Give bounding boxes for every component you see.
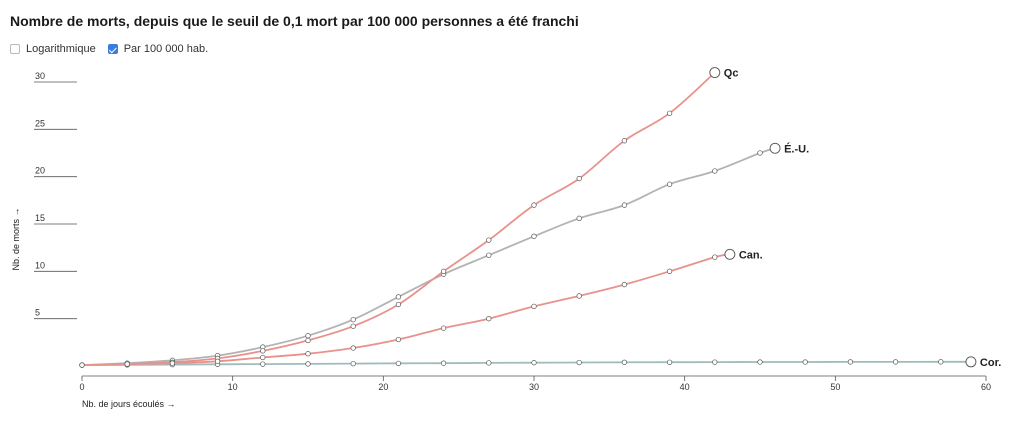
data-point: [260, 361, 266, 367]
y-tick-label: 15: [35, 213, 45, 223]
per-capita-label: Par 100 000 hab.: [123, 43, 209, 55]
x-tick-label: 20: [378, 382, 388, 392]
data-point: [486, 316, 492, 322]
data-point: [621, 359, 628, 365]
series-label: É.-U.: [784, 142, 809, 155]
series-end-marker: [709, 67, 721, 78]
data-point: [486, 252, 492, 258]
data-point: [531, 360, 537, 366]
data-point: [576, 215, 582, 221]
data-point: [169, 360, 176, 366]
data-point: [395, 301, 402, 308]
data-point: [350, 345, 356, 351]
data-point: [486, 237, 492, 243]
data-point: [214, 358, 221, 364]
data-point: [440, 268, 447, 274]
data-point: [802, 359, 808, 365]
data-point: [712, 359, 718, 365]
y-tick-label: 25: [35, 118, 45, 128]
series-end-marker: [769, 142, 781, 154]
series-end-marker: [724, 248, 736, 260]
y-tick-label: 30: [35, 71, 45, 81]
data-point: [395, 360, 402, 366]
data-point: [666, 181, 673, 187]
data-point: [531, 202, 537, 208]
series-line: [81, 71, 716, 366]
data-point: [938, 359, 944, 365]
y-tick-label: 10: [35, 260, 45, 270]
per-capita-toggle[interactable]: Par 100 000 hab.: [107, 43, 209, 55]
data-point: [666, 359, 673, 365]
log-scale-toggle[interactable]: Logarithmique: [10, 43, 96, 55]
per-capita-checkbox[interactable]: [107, 44, 118, 54]
x-tick-label: 40: [680, 382, 690, 392]
data-point: [350, 360, 356, 367]
data-point: [440, 360, 447, 366]
data-point: [124, 361, 130, 367]
chart-controls: Logarithmique Par 100 000 hab.: [10, 43, 220, 55]
x-tick-label: 10: [228, 382, 238, 392]
data-point: [576, 359, 582, 366]
data-point: [305, 361, 311, 367]
series-line: [81, 253, 731, 366]
data-point: [260, 348, 266, 354]
data-point: [621, 281, 628, 288]
data-point: [712, 168, 718, 174]
data-point: [79, 362, 85, 368]
y-tick-label: 5: [35, 308, 40, 318]
data-point: [892, 359, 899, 365]
data-point: [531, 303, 537, 310]
data-point: [305, 351, 311, 357]
series-label: Qc: [724, 68, 739, 80]
data-point: [666, 268, 673, 274]
log-scale-checkbox[interactable]: [10, 44, 20, 54]
log-scale-label: Logarithmique: [26, 43, 96, 55]
y-axis-title: Nb. de morts →: [11, 207, 21, 270]
data-point: [757, 359, 763, 365]
data-point: [350, 323, 356, 329]
data-point: [847, 359, 854, 365]
series-label: Can.: [739, 249, 763, 261]
data-point: [260, 354, 266, 361]
data-point: [486, 360, 492, 366]
data-point: [531, 233, 537, 239]
series-label: Cor.: [980, 357, 1001, 369]
x-tick-label: 30: [529, 382, 539, 392]
data-point: [440, 325, 447, 331]
chart-title: Nombre de morts, depuis que le seuil de …: [10, 13, 579, 29]
series-end-marker: [965, 356, 977, 368]
y-tick-label: 20: [35, 166, 45, 176]
data-point: [757, 150, 763, 156]
data-point: [576, 175, 582, 182]
x-tick-label: 60: [981, 382, 991, 392]
x-tick-label: 0: [79, 382, 84, 392]
data-point: [395, 336, 402, 343]
data-point: [621, 202, 628, 208]
data-point: [395, 294, 402, 300]
data-point: [712, 254, 718, 260]
data-point: [305, 337, 311, 344]
data-point: [576, 293, 582, 299]
data-point: [621, 138, 628, 144]
data-point: [305, 333, 311, 339]
x-axis-title: Nb. de jours écoulés →: [82, 399, 176, 409]
x-tick-label: 50: [830, 382, 840, 392]
data-point: [666, 110, 673, 116]
data-point: [350, 316, 356, 323]
